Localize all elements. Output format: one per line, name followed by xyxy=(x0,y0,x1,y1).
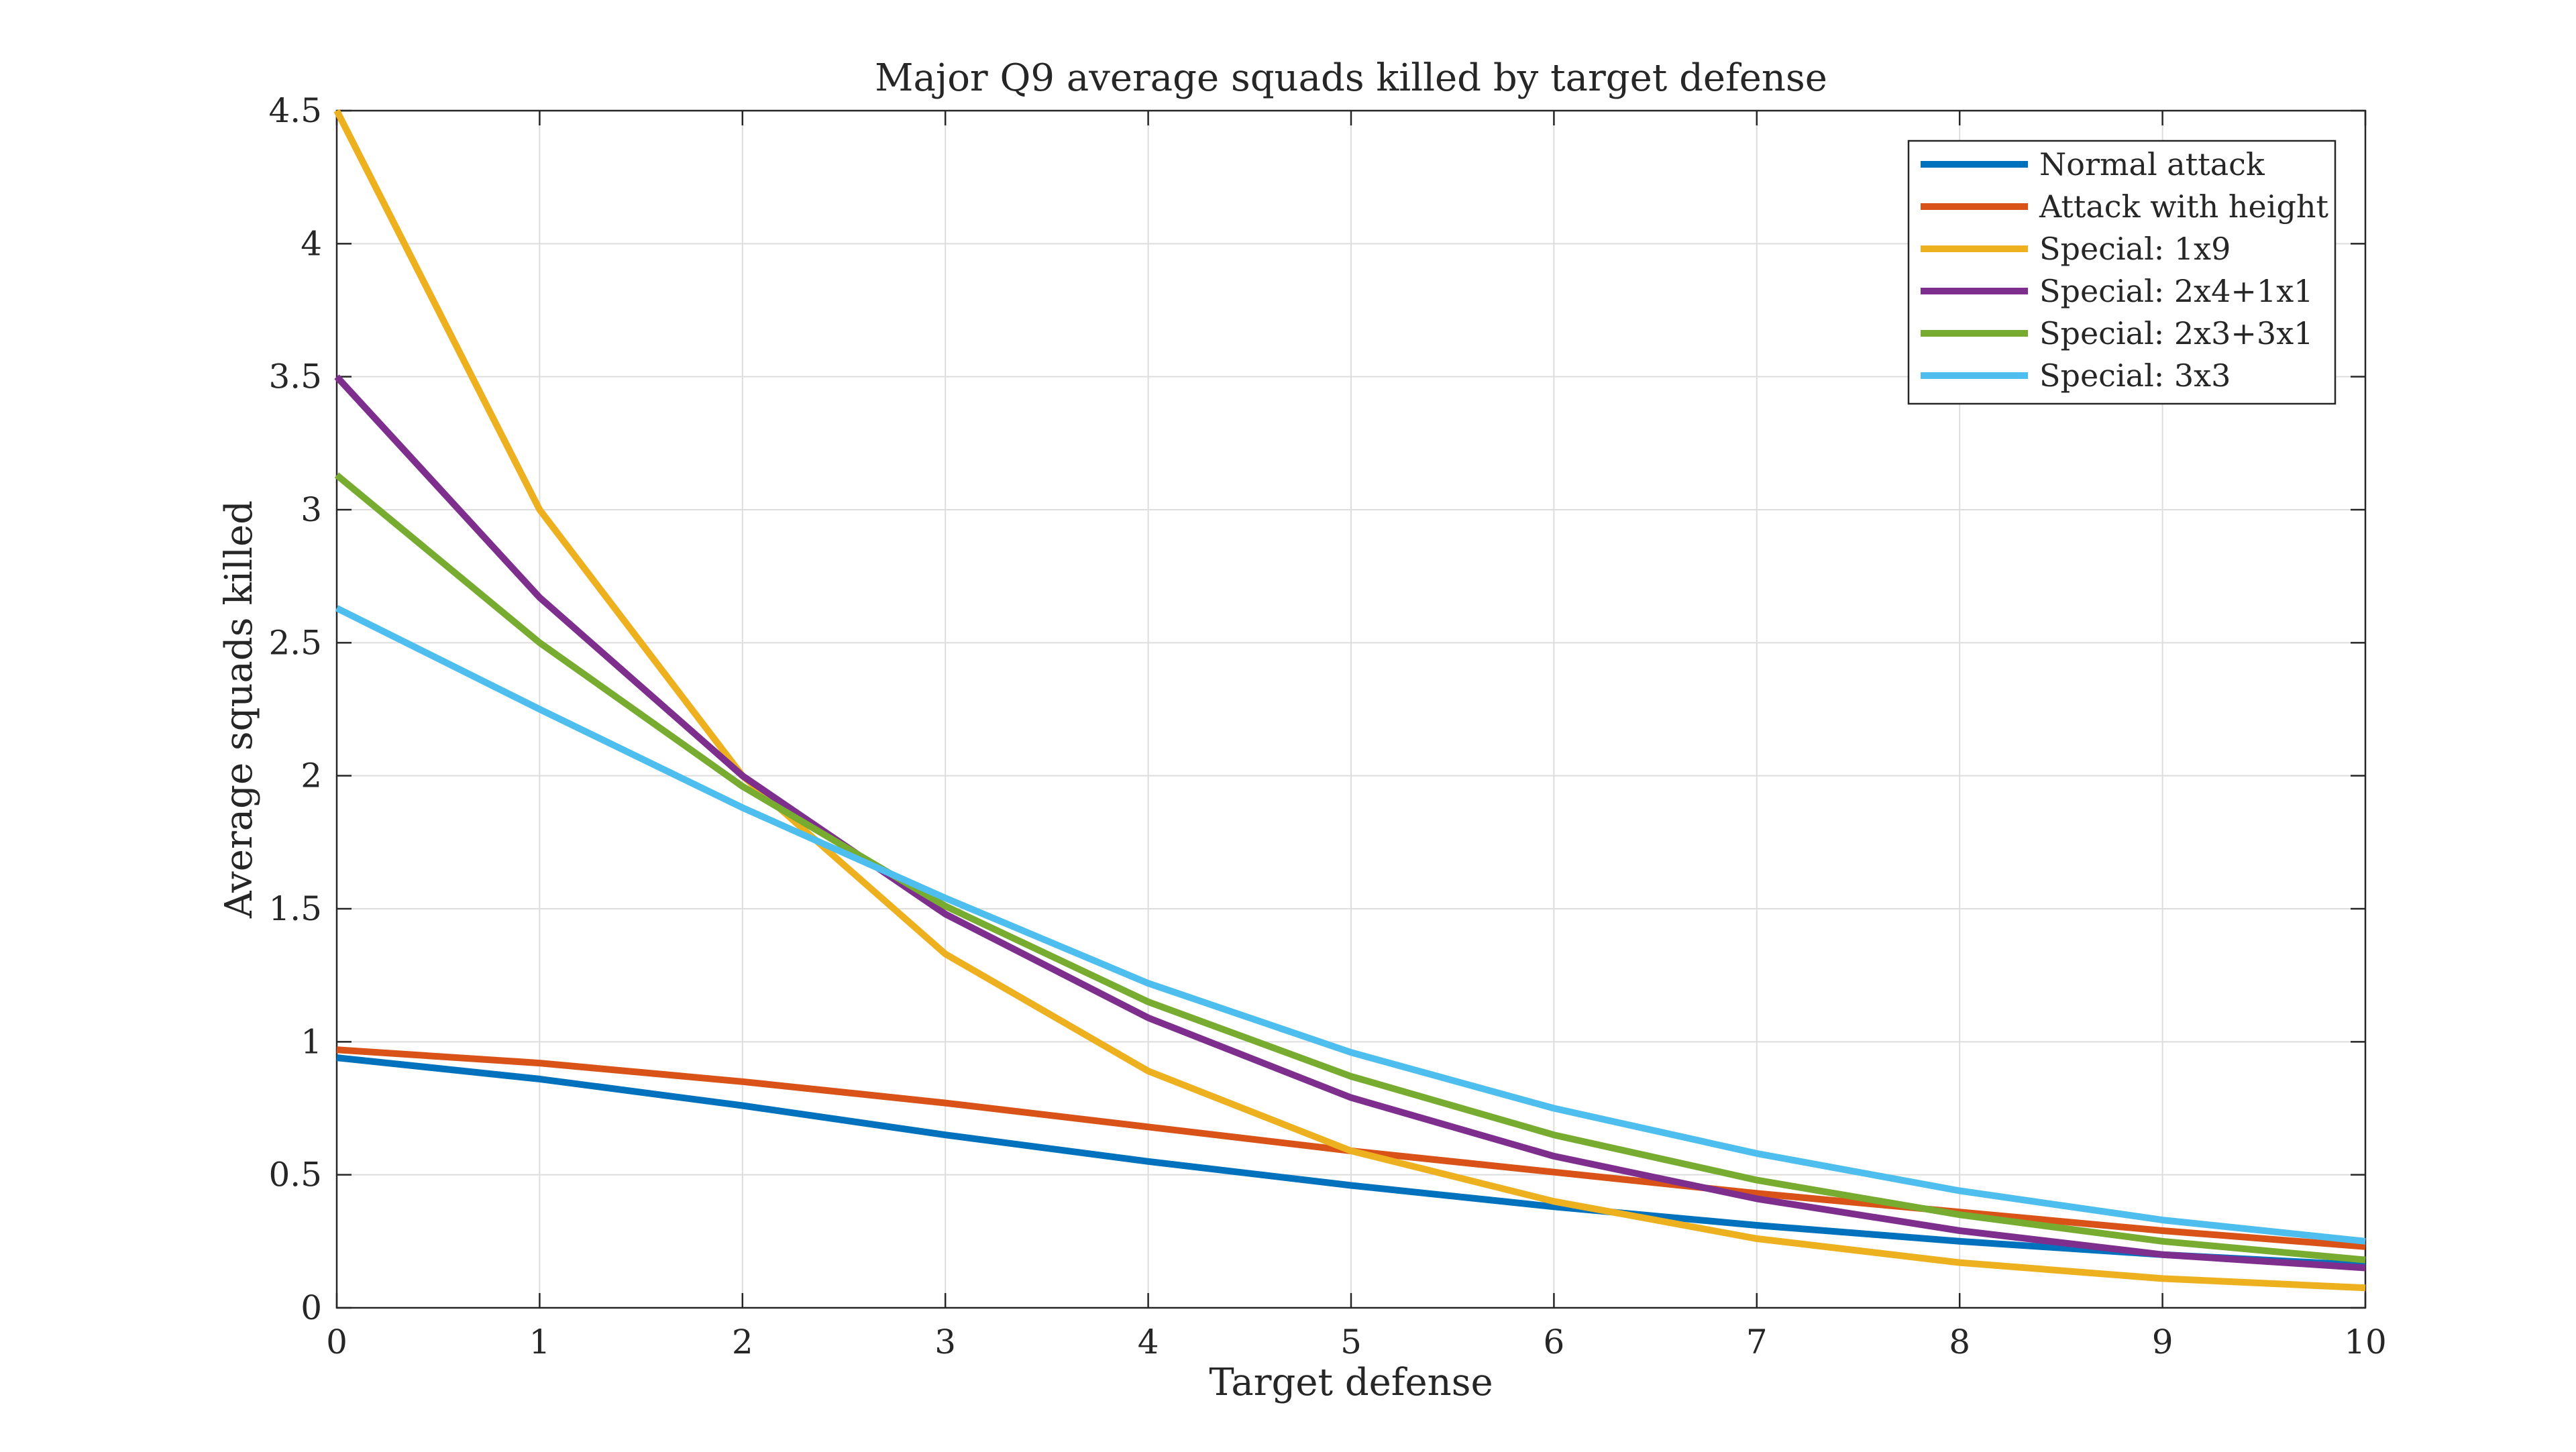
x-tick-label: 0 xyxy=(326,1323,347,1361)
y-tick-label: 2.5 xyxy=(268,623,322,662)
y-tick-label: 3 xyxy=(301,490,322,529)
y-axis-label: Average squads killed xyxy=(217,500,261,919)
legend-label: Special: 2x4+1x1 xyxy=(2039,273,2313,309)
y-tick-label: 3.5 xyxy=(268,357,322,396)
legend-label: Special: 1x9 xyxy=(2039,231,2231,267)
x-tick-label: 8 xyxy=(1949,1323,1970,1361)
x-tick-label: 1 xyxy=(529,1323,550,1361)
series-line-3 xyxy=(333,109,2366,1292)
x-tick-label: 5 xyxy=(1340,1323,1362,1361)
legend-box xyxy=(1907,139,2337,405)
x-tick-label: 6 xyxy=(1543,1323,1564,1361)
legend-label: Special: 2x3+3x1 xyxy=(2039,315,2313,351)
legend-label: Attack with height xyxy=(2039,188,2329,225)
legend-label: Special: 3x3 xyxy=(2039,357,2231,394)
y-tick-label: 4.5 xyxy=(268,91,322,130)
x-tick-label: 2 xyxy=(732,1323,753,1361)
x-tick-label: 4 xyxy=(1138,1323,1159,1361)
series-lines xyxy=(333,109,2366,1292)
y-tick-label: 1 xyxy=(301,1022,322,1061)
chart-title: Major Q9 average squads killed by target… xyxy=(875,56,1827,100)
y-tick-label: 1.5 xyxy=(268,889,322,928)
y-tick-label: 0 xyxy=(301,1288,322,1327)
x-tick-label: 7 xyxy=(1746,1323,1768,1361)
x-tick-label: 3 xyxy=(934,1323,956,1361)
series-line-6 xyxy=(335,605,2366,1245)
x-tick-label: 10 xyxy=(2344,1323,2387,1361)
x-tick-label: 9 xyxy=(2152,1323,2174,1361)
legend: Normal attack Attack with height Special: … xyxy=(1907,139,2337,405)
y-tick-label: 2 xyxy=(301,757,322,795)
x-axis-label: Target defense xyxy=(1209,1361,1493,1404)
series-line-1 xyxy=(336,1054,2366,1269)
y-tick-label: 4 xyxy=(301,224,322,263)
series-line-4 xyxy=(334,374,2366,1272)
y-tick-label: 0.5 xyxy=(268,1156,322,1194)
series-line-5 xyxy=(334,472,2366,1264)
legend-label: Normal attack xyxy=(2039,146,2265,182)
axis-ticks: 0 1 2 3 4 5 6 7 8 9 10 0 0.5 1 1.5 2 2.5 3 3.5 4 4.5 xyxy=(268,91,2386,1361)
